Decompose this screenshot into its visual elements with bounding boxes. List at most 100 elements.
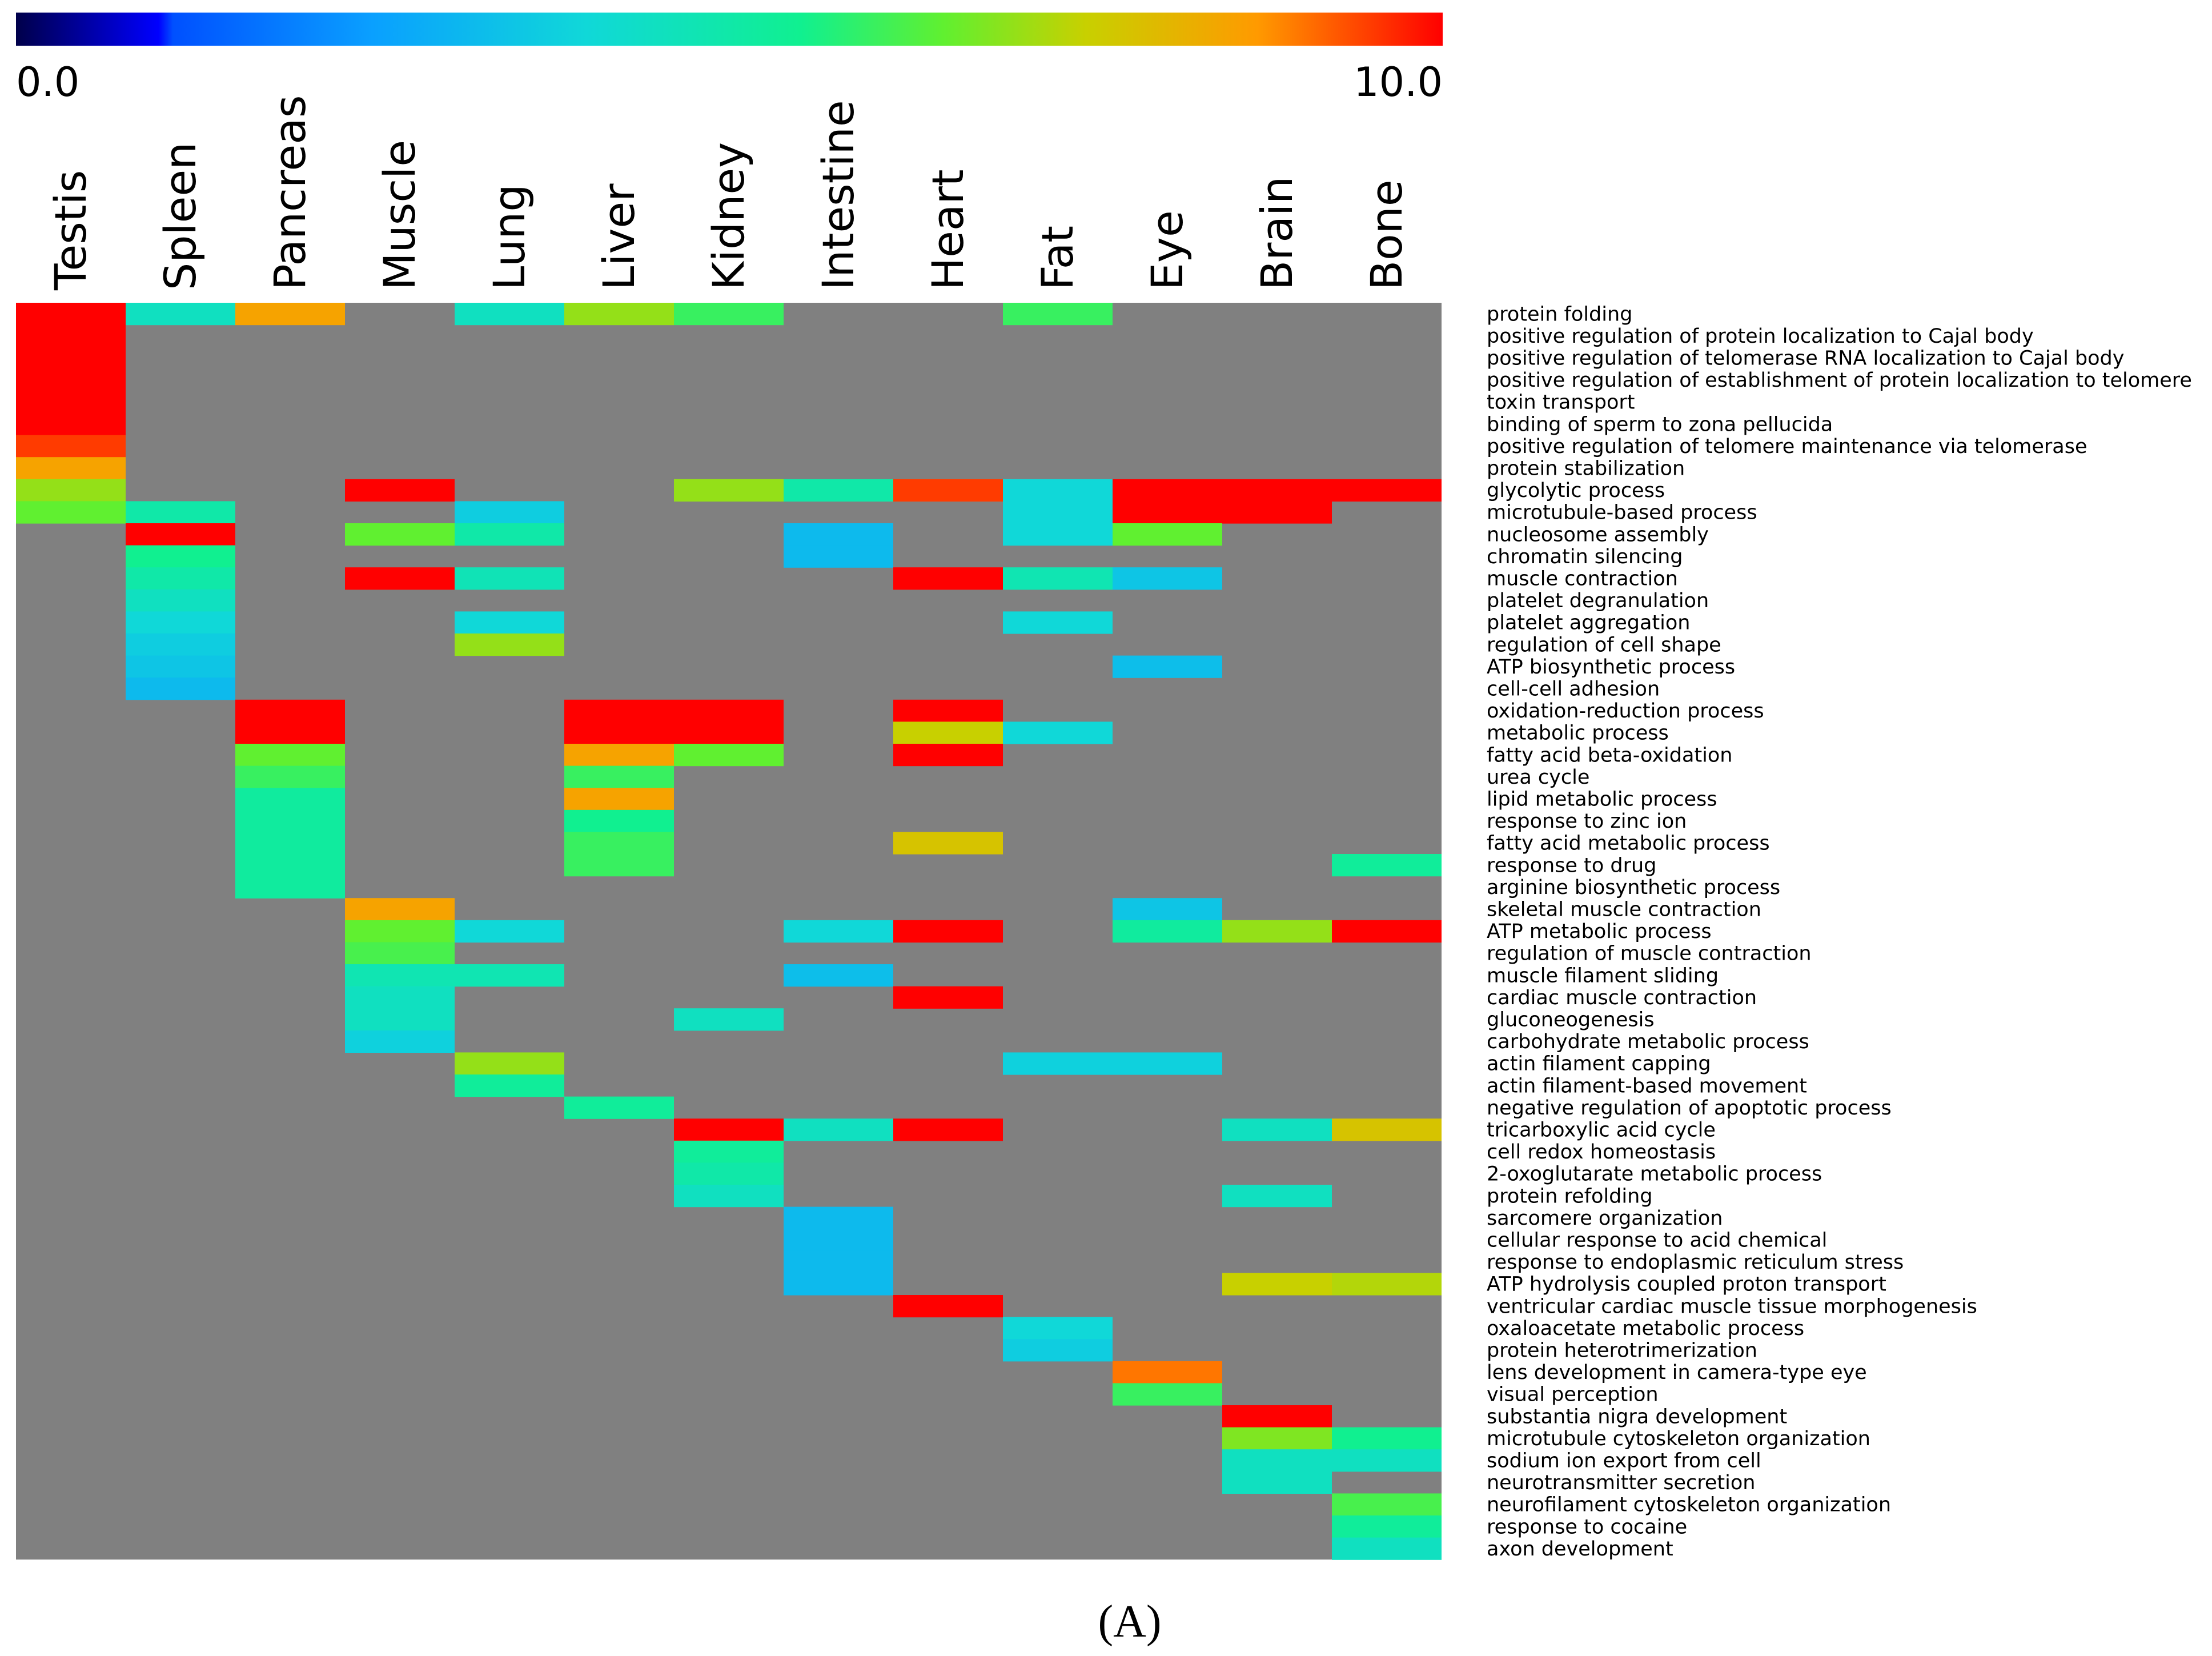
row-label: platelet degranulation [1487,590,1709,612]
heatmap-cell [564,832,674,855]
row-label: visual perception [1487,1384,1659,1406]
heatmap-cell [1113,1052,1222,1075]
column-label: Fat [1032,226,1083,290]
column-label: Liver [593,183,644,290]
column-label: Brain [1251,177,1302,290]
heatmap-cell [235,699,345,722]
row-label: urea cycle [1487,766,1589,789]
heatmap-cell [784,1229,893,1252]
heatmap-cell [1222,1427,1332,1450]
row-label: microtubule cytoskeleton organization [1487,1428,1870,1450]
heatmap-cell [126,633,235,656]
heatmap-cell [16,391,126,414]
row-label: cardiac muscle contraction [1487,987,1757,1009]
heatmap-cell [784,1273,893,1296]
heatmap-cell [1003,1052,1113,1075]
heatmap-cell [564,788,674,811]
column-label: Kidney [703,142,754,290]
heatmap-cell [345,920,455,943]
row-label: negative regulation of apoptotic process [1487,1097,1892,1120]
heatmap-cell [1003,1317,1113,1340]
heatmap-cell [893,479,1003,502]
heatmap-cell [564,699,674,722]
row-label: regulation of muscle contraction [1487,943,1812,965]
heatmap-cell [674,479,784,502]
column-label: Heart [922,169,973,290]
heatmap-cell [16,303,126,326]
row-label: regulation of cell shape [1487,633,1721,656]
heatmap-cell [16,324,126,347]
heatmap-cell [455,964,564,987]
colorbar-gradient [16,13,1443,46]
heatmap-cell [1113,523,1222,546]
heatmap-cell [784,545,893,568]
heatmap-cell [893,721,1003,744]
row-label: microtubule-based process [1487,502,1757,524]
heatmap-cell [345,523,455,546]
row-label: neurofilament cytoskeleton organization [1487,1494,1891,1517]
heatmap-cell [1113,898,1222,921]
row-label: oxaloacetate metabolic process [1487,1317,1804,1340]
heatmap-cell [455,920,564,943]
heatmap-cell [126,523,235,546]
heatmap-cell [1222,1449,1332,1472]
heatmap-cell [893,920,1003,943]
heatmap-cell [126,677,235,700]
heatmap-cell [1332,1515,1442,1538]
heatmap-cell [674,744,784,767]
row-label: actin filament capping [1487,1053,1711,1076]
heatmap-cell [16,435,126,458]
heatmap-cell [784,1118,893,1141]
heatmap-cell [1222,1185,1332,1208]
heatmap-cell [1332,1449,1442,1472]
heatmap-cell [16,479,126,502]
heatmap-cell [235,854,345,877]
heatmap-cell [455,303,564,326]
row-label: tricarboxylic acid cycle [1487,1119,1716,1142]
column-label: Bone [1361,179,1412,290]
row-label: gluconeogenesis [1487,1009,1655,1032]
heatmap-cell [1332,1537,1442,1560]
heatmap-cell [345,898,455,921]
colorbar-min-label: 0.0 [16,59,79,106]
row-label: lipid metabolic process [1487,788,1717,811]
row-label: oxidation-reduction process [1487,700,1764,723]
heatmap-cell [16,457,126,480]
heatmap-cell [674,1008,784,1031]
heatmap-cell [1222,1273,1332,1296]
row-label: binding of sperm to zona pellucida [1487,413,1833,436]
row-label: platelet aggregation [1487,612,1691,635]
heatmap-cell [674,1185,784,1208]
heatmap-cells [16,303,1442,1560]
row-label: sarcomere organization [1487,1207,1723,1230]
row-label: fatty acid metabolic process [1487,832,1770,855]
row-label: 2-oxoglutarate metabolic process [1487,1163,1822,1186]
heatmap-cell [564,721,674,744]
column-label: Lung [484,184,535,290]
heatmap-cell [126,611,235,634]
heatmap-cell [1332,1118,1442,1141]
heatmap-cell [564,854,674,877]
heatmap-cell [1003,523,1113,546]
heatmap-cell [16,368,126,391]
column-label: Eye [1142,210,1193,290]
heatmap-cell [1113,567,1222,590]
heatmap-cell [345,964,455,987]
row-label: ATP biosynthetic process [1487,656,1735,679]
heatmap-cell [784,964,893,987]
row-label: protein stabilization [1487,458,1685,480]
heatmap-cell [1003,303,1113,326]
heatmap-cell [784,920,893,943]
heatmap-cell [1003,479,1113,502]
heatmap-cell [16,413,126,436]
row-label: positive regulation of protein localizat… [1487,325,2034,348]
heatmap-cell [345,1008,455,1031]
heatmap-cell [1113,479,1222,502]
heatmap-cell [16,501,126,524]
heatmap-cell [126,501,235,524]
row-label: axon development [1487,1538,1673,1561]
row-label: metabolic process [1487,722,1669,745]
heatmap-cell [784,1206,893,1229]
